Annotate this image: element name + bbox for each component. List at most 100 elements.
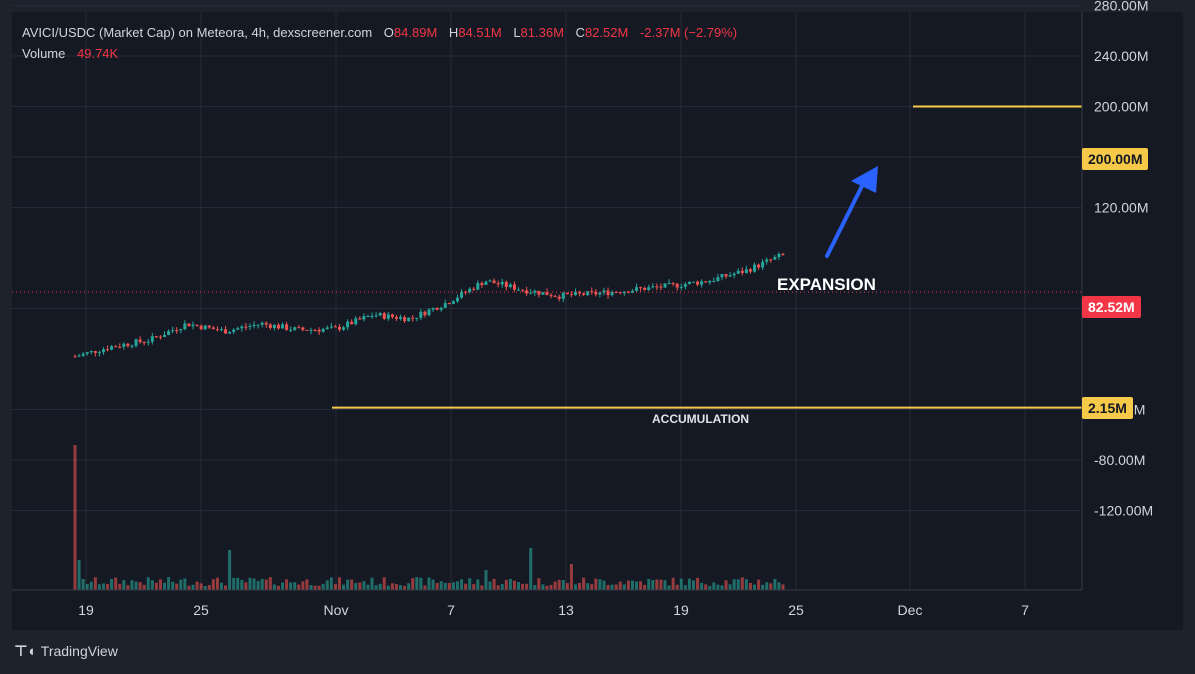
volume-bar xyxy=(333,584,337,590)
candle-body xyxy=(394,317,398,319)
volume-bar xyxy=(215,577,219,590)
high-value: 84.51M xyxy=(458,25,502,40)
candle-body xyxy=(309,329,313,331)
volume-bar xyxy=(443,582,447,590)
candle-body xyxy=(362,316,366,320)
volume-label[interactable]: Volume xyxy=(22,46,66,61)
volume-bar xyxy=(545,585,549,590)
volume-bar xyxy=(195,581,199,590)
volume-bar xyxy=(720,585,724,590)
volume-bar xyxy=(354,582,358,590)
volume-bar xyxy=(423,585,427,590)
candle-body xyxy=(496,283,500,285)
expansion-arrow xyxy=(825,166,878,258)
volume-value: 49.74K xyxy=(77,46,119,61)
legend-volume: Volume 49.74K xyxy=(22,46,118,61)
candle-body xyxy=(712,280,716,282)
grid xyxy=(12,5,1082,590)
y-tick-label: 120.00M xyxy=(1094,200,1148,216)
candle-body xyxy=(696,281,700,285)
candle-body xyxy=(557,296,561,299)
candle-body xyxy=(146,341,150,343)
volume-bar xyxy=(512,580,516,590)
volume-bar xyxy=(455,581,459,590)
volume-bar xyxy=(712,582,716,590)
candle-body xyxy=(500,281,504,285)
y-tick-label: 280.00M xyxy=(1094,0,1148,14)
legend-symbol[interactable]: AVICI/USDC (Market Cap) on Meteora, 4h, … xyxy=(22,25,373,40)
volume-bar xyxy=(736,579,740,590)
volume-bar xyxy=(614,584,618,590)
volume-bar xyxy=(73,445,77,590)
candle-body xyxy=(594,291,598,295)
volume-bar xyxy=(240,579,244,590)
volume-bar xyxy=(484,570,488,590)
candle-body xyxy=(93,350,97,354)
candle-body xyxy=(582,293,586,295)
volume-bar xyxy=(142,584,146,590)
volume-bar xyxy=(114,577,118,590)
low-value: 81.36M xyxy=(520,25,564,40)
candle-body xyxy=(545,292,549,296)
x-tick-label: Nov xyxy=(324,602,349,618)
volume-bar xyxy=(508,578,512,590)
candle-body xyxy=(472,288,476,290)
volume-bar xyxy=(626,580,630,590)
candle-body xyxy=(753,264,757,272)
candle-body xyxy=(73,356,77,358)
close-label: C xyxy=(575,25,585,40)
volume-bar xyxy=(582,577,586,590)
volume-bar xyxy=(529,548,533,590)
volume-bar xyxy=(643,584,647,590)
candle-body xyxy=(232,329,236,333)
candle-body xyxy=(386,314,390,319)
candle-body xyxy=(675,283,679,288)
volume-bar xyxy=(407,583,411,590)
candle-body xyxy=(248,325,252,328)
candle-body xyxy=(578,291,582,294)
x-tick-label: 25 xyxy=(788,602,804,618)
y-tick-label: 240.00M xyxy=(1094,48,1148,64)
volume-bar xyxy=(468,578,472,590)
volume-bar xyxy=(187,585,191,590)
volume-bar xyxy=(740,577,744,590)
candle-body xyxy=(423,311,427,316)
volume-bar xyxy=(146,577,150,590)
volume-bar xyxy=(573,584,577,590)
volume-bar xyxy=(171,581,175,590)
candle-body xyxy=(252,324,256,326)
x-tick-label: 13 xyxy=(558,602,574,618)
candle-body xyxy=(101,349,105,353)
candle-body xyxy=(167,331,171,335)
volume-bar xyxy=(496,585,500,590)
candle-body xyxy=(118,346,122,348)
volume-bar xyxy=(748,582,752,590)
tradingview-logo[interactable]: ⊤◖ TradingView xyxy=(14,642,118,660)
volume-bar xyxy=(683,585,687,590)
candle-body xyxy=(77,355,81,357)
candle-body xyxy=(541,292,545,295)
candle-body xyxy=(399,317,403,319)
volume-bar xyxy=(386,585,390,590)
volume-bar xyxy=(427,577,431,590)
volume-bar xyxy=(228,550,232,590)
volume-bar xyxy=(602,580,606,590)
volume-bar xyxy=(431,579,435,590)
volume-bar xyxy=(313,585,317,590)
candle-body xyxy=(512,284,516,290)
candle-body xyxy=(720,274,724,278)
volume-bar xyxy=(659,579,663,590)
x-tick-label: 19 xyxy=(673,602,689,618)
candle-body xyxy=(525,290,529,294)
volume-bar xyxy=(97,584,101,590)
volume-bar xyxy=(264,579,268,590)
volume-bar xyxy=(700,582,704,590)
candle-body xyxy=(163,334,167,338)
candle-body xyxy=(268,324,272,329)
chart-area[interactable] xyxy=(12,12,1183,630)
candle-body xyxy=(464,291,468,293)
candle-body xyxy=(329,326,333,328)
volume-bar xyxy=(447,583,451,590)
candle-body xyxy=(325,327,329,329)
